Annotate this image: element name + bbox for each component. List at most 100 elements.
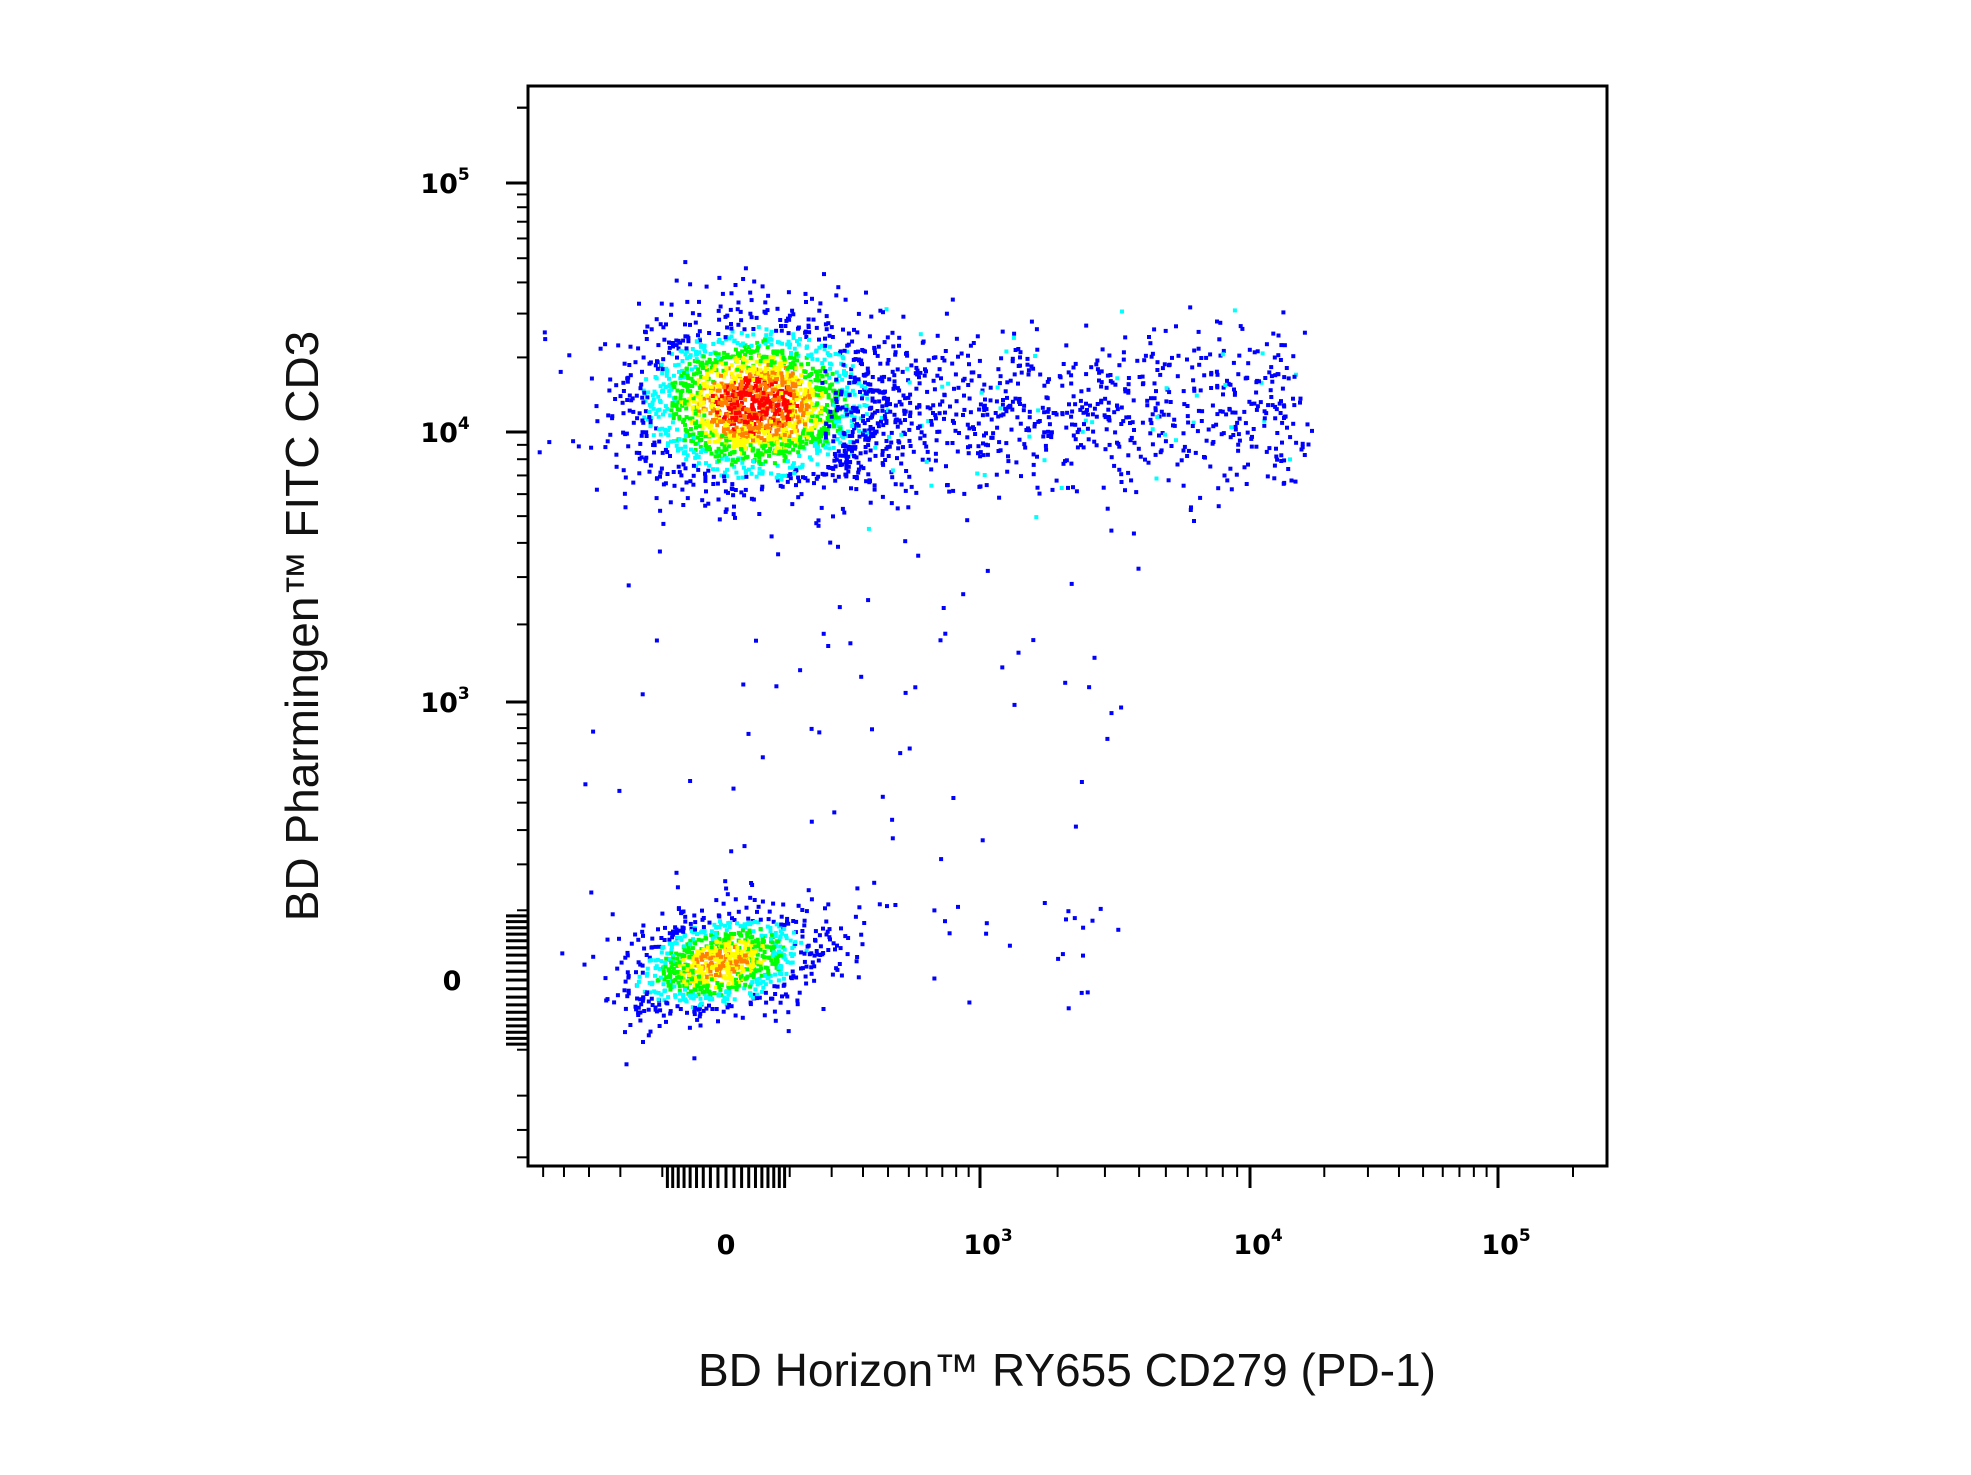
event-dot [713, 358, 718, 363]
event-dot [647, 415, 652, 420]
event-dot [890, 468, 895, 473]
event-dot [1121, 419, 1126, 424]
event-dot [866, 389, 871, 394]
event-dot [1126, 470, 1131, 475]
event-dot [981, 453, 986, 458]
event-dot [1182, 402, 1187, 407]
event-dot [1202, 455, 1206, 459]
event-dot [666, 980, 671, 984]
event-dot [809, 418, 814, 423]
event-dot [984, 921, 989, 926]
event-dot [1071, 394, 1076, 399]
event-dot [1115, 376, 1120, 381]
event-dot [762, 438, 767, 443]
event-dot [752, 949, 757, 954]
event-dot [667, 345, 672, 350]
event-dot [944, 311, 949, 316]
event-dot [697, 974, 701, 979]
event-dot [859, 358, 864, 363]
event-dot [713, 396, 718, 401]
event-dot [1035, 347, 1040, 352]
event-dot [800, 431, 805, 436]
event-dot [1255, 404, 1260, 409]
event-dot [1234, 472, 1239, 477]
event-dot [764, 333, 769, 338]
event-dot [615, 993, 620, 998]
event-dot [643, 409, 648, 414]
event-dot [1081, 445, 1086, 450]
event-dot [815, 462, 820, 467]
event-dot [714, 419, 719, 424]
event-dot [685, 967, 690, 972]
event-dot [751, 327, 756, 331]
event-dot [817, 388, 822, 393]
event-dot [605, 937, 610, 942]
event-dot [843, 451, 848, 456]
event-dot [635, 996, 640, 1001]
event-dot [870, 398, 875, 403]
event-dot [762, 309, 767, 314]
event-dot [769, 329, 774, 334]
event-dot [888, 409, 893, 414]
event-dot [724, 422, 729, 427]
event-dot [809, 433, 814, 438]
event-dot [750, 953, 755, 958]
event-dot [847, 434, 852, 438]
event-dot [640, 970, 645, 975]
event-dot [651, 397, 656, 402]
event-dot [717, 419, 722, 424]
event-dot [867, 478, 872, 483]
event-dot [755, 388, 760, 393]
event-dot [951, 796, 956, 800]
event-dot [712, 948, 717, 953]
event-dot [650, 980, 655, 985]
event-dot [702, 381, 707, 386]
event-dot [719, 982, 724, 987]
event-dot [999, 356, 1004, 361]
event-dot [621, 468, 626, 473]
event-dot [744, 474, 749, 479]
event-dot [733, 897, 738, 902]
event-dot [693, 920, 698, 925]
event-dot [1280, 386, 1285, 391]
event-dot [691, 996, 696, 1001]
event-dot [777, 949, 781, 954]
event-dot [694, 349, 698, 354]
event-dot [686, 339, 691, 344]
event-dot [830, 410, 835, 415]
event-dot [1084, 410, 1089, 415]
event-dot [827, 465, 832, 470]
event-dot [809, 965, 814, 970]
event-dot [696, 461, 701, 466]
event-dot [1240, 326, 1245, 331]
event-dot [702, 386, 707, 391]
event-dot [746, 409, 751, 413]
event-dot [890, 369, 895, 374]
event-dot [842, 510, 847, 515]
event-dot [735, 457, 740, 462]
event-dot [687, 416, 692, 421]
event-dot [848, 407, 853, 412]
event-dot [699, 374, 704, 379]
event-dot [662, 977, 667, 982]
event-dot [968, 410, 973, 415]
event-dot [685, 334, 690, 339]
event-dot [689, 447, 693, 452]
event-dot [759, 933, 764, 938]
event-dot [812, 978, 817, 983]
event-dot [844, 472, 849, 477]
event-dot [901, 314, 906, 319]
event-dot [662, 989, 667, 994]
event-dot [673, 925, 678, 930]
event-dot [775, 478, 780, 483]
event-dot [1083, 418, 1088, 423]
event-dot [657, 427, 662, 432]
event-dot [790, 380, 795, 384]
event-dot [688, 479, 693, 484]
event-dot [674, 927, 679, 932]
event-dot [731, 981, 736, 986]
event-dot [1064, 425, 1069, 430]
event-dot [780, 473, 785, 478]
event-dot [736, 909, 741, 914]
event-dot [723, 942, 728, 947]
